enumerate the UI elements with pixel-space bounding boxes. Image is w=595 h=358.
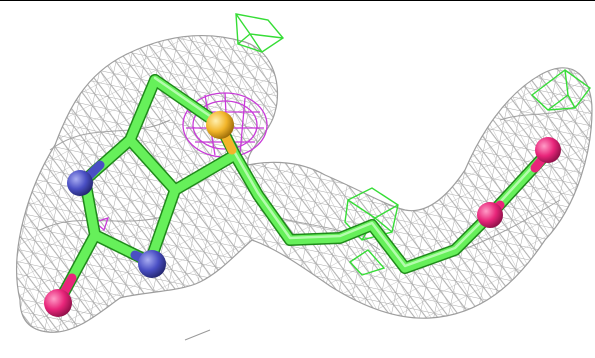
oxygen-atom-2 <box>477 202 503 228</box>
oxygen-atom-3 <box>535 137 561 163</box>
oxygen-atom-1 <box>44 289 72 317</box>
nitrogen-atom-2 <box>138 250 166 278</box>
nitrogen-atom-1 <box>67 170 93 196</box>
axis-marker <box>184 329 211 341</box>
ligand-atoms <box>44 111 561 317</box>
top-border <box>0 0 595 1</box>
green-density-cage <box>235 13 591 276</box>
sulfur-atom <box>206 111 234 139</box>
